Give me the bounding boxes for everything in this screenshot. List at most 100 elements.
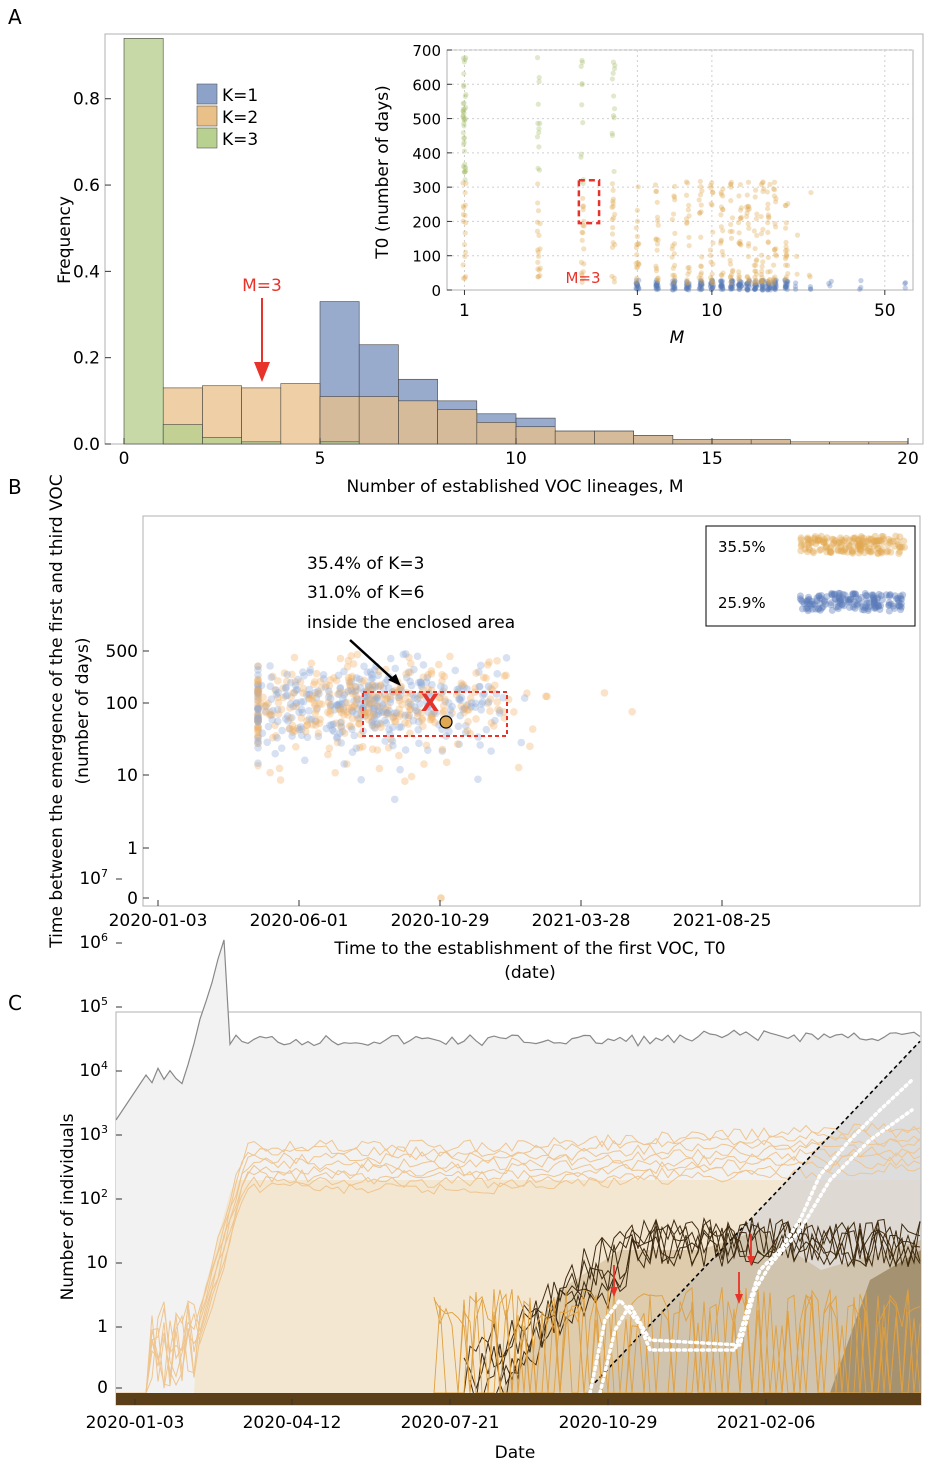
inset-point-k1 xyxy=(760,283,766,289)
b-point-k3 xyxy=(381,679,390,687)
inset-point-k2 xyxy=(535,200,541,206)
inset-point-k2 xyxy=(744,274,750,280)
b-point-k3 xyxy=(284,717,292,725)
legend-point-blue xyxy=(797,596,805,604)
legend-point-blue xyxy=(870,599,878,607)
b-point-k6 xyxy=(254,708,262,717)
inset-point-k3 xyxy=(579,57,585,64)
inset-point-k2 xyxy=(535,274,541,280)
inset-point-k2 xyxy=(718,272,724,278)
inset-point-k1 xyxy=(745,280,751,287)
b-point-k6 xyxy=(395,693,403,702)
b-point-k3 xyxy=(462,721,470,730)
inset-point-k1 xyxy=(766,286,772,292)
legend-point-orange xyxy=(830,536,838,544)
inset-point-k1 xyxy=(752,282,758,288)
panel-b-annotation-k3: 35.4% of K=3 xyxy=(307,554,424,574)
b-point-k3 xyxy=(333,701,341,709)
inset-point-k2 xyxy=(634,207,640,213)
bar-k2-5 xyxy=(319,396,360,445)
legend-point-blue xyxy=(835,589,843,597)
inset-ytick-label: 500 xyxy=(412,111,441,129)
b-point-k3 xyxy=(298,725,306,733)
b-point-k3 xyxy=(375,719,383,727)
b-point-k6 xyxy=(417,708,426,717)
bar-k3-0 xyxy=(123,38,164,445)
b-point-k3 xyxy=(322,724,331,733)
b-point-k3 xyxy=(272,686,280,694)
inset-point-k1 xyxy=(698,280,705,287)
legend-label-k1: K=1 xyxy=(222,86,258,106)
inset-point-k2 xyxy=(752,194,758,200)
b-point-k6 xyxy=(324,750,332,759)
inset-point-k2 xyxy=(536,253,542,259)
inset-point-k3 xyxy=(536,74,542,81)
inset-point-k1 xyxy=(754,281,760,288)
inset-point-k3 xyxy=(461,135,467,141)
b-point-k3 xyxy=(460,683,468,691)
inset-point-k1 xyxy=(684,280,690,287)
inset-point-k2 xyxy=(686,268,692,275)
legend-point-orange xyxy=(848,537,856,545)
b-point-k3 xyxy=(370,714,379,722)
inset-point-k2 xyxy=(708,185,714,191)
b-point-k6 xyxy=(427,713,436,721)
b-point-k6 xyxy=(370,710,379,718)
inset-point-k3 xyxy=(462,169,468,175)
inset-point-k2 xyxy=(634,218,641,224)
legend-point-blue xyxy=(861,604,869,612)
inset-point-k1 xyxy=(828,278,834,284)
inset-point-k1 xyxy=(771,281,777,287)
c-xtick-label: 2020-01-03 xyxy=(86,1413,185,1433)
b-point-k6 xyxy=(368,745,377,753)
inset-point-k2 xyxy=(684,219,690,225)
inset-point-k2 xyxy=(699,188,705,194)
legend-point-orange xyxy=(870,538,878,546)
b-point-k3 xyxy=(375,707,384,715)
b-point-k6 xyxy=(427,669,436,678)
b-point-k6 xyxy=(419,673,428,682)
inset-ytick-label: 700 xyxy=(412,42,441,60)
b-point-k3 xyxy=(374,671,382,680)
legend-point-orange xyxy=(845,541,853,549)
b-point-k3 xyxy=(414,725,423,734)
b-point-k3 xyxy=(502,654,511,662)
inset-point-k2 xyxy=(765,254,771,261)
b-point-k6 xyxy=(364,715,373,724)
inset-point-k2 xyxy=(720,252,726,258)
inset-point-k1 xyxy=(718,283,724,289)
b-point-k3 xyxy=(369,705,378,713)
b-point-k6 xyxy=(429,709,438,717)
legend-point-blue xyxy=(837,597,845,605)
b-point-k3 xyxy=(405,711,414,720)
c-lineage-line xyxy=(116,1135,921,1394)
b-point-k6 xyxy=(260,702,269,710)
inset-point-k2 xyxy=(728,184,734,190)
legend-point-blue xyxy=(871,596,879,604)
inset-point-k1 xyxy=(708,287,715,293)
c-voc-line xyxy=(463,1218,921,1391)
inset-point-k1 xyxy=(857,286,863,292)
b-point-k6 xyxy=(379,707,387,716)
b-point-k3 xyxy=(388,723,397,732)
b-point-k3 xyxy=(293,685,301,694)
legend-point-blue xyxy=(822,600,830,608)
inset-point-k2 xyxy=(753,258,759,264)
b-point-k6 xyxy=(485,658,493,666)
b-point-k3 xyxy=(430,707,439,716)
b-point-k6 xyxy=(254,676,262,684)
b-point-k3 xyxy=(339,694,347,703)
b-point-k6 xyxy=(442,758,451,767)
legend-point-blue xyxy=(886,591,894,599)
b-point-k3 xyxy=(344,687,353,695)
legend-point-blue xyxy=(850,590,858,598)
legend-point-blue xyxy=(834,605,842,613)
inset-xtick-label: 10 xyxy=(701,301,723,321)
legend-point-blue xyxy=(802,605,810,613)
b-point-k3 xyxy=(412,706,420,715)
b-point-k6 xyxy=(359,742,367,751)
legend-point-blue xyxy=(838,600,846,608)
legend-point-blue xyxy=(803,597,811,605)
b-point-k6 xyxy=(254,685,262,694)
inset-point-k1 xyxy=(698,280,704,286)
